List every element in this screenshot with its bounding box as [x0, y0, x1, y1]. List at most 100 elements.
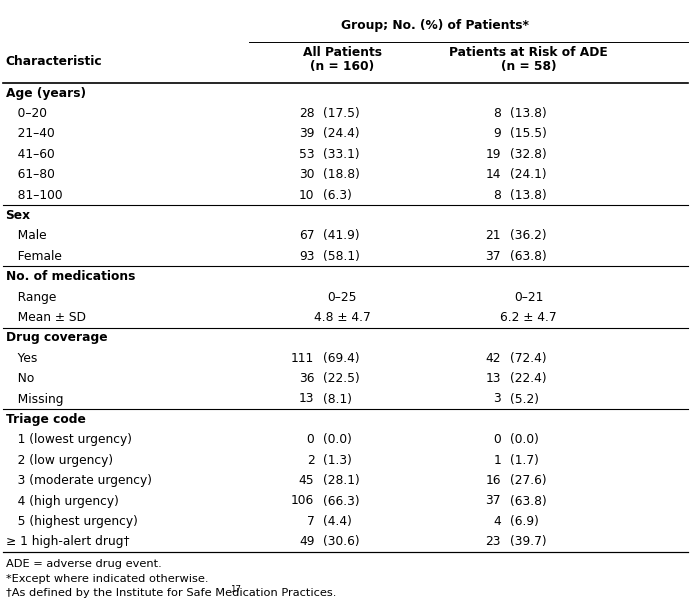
Text: (69.4): (69.4) [323, 352, 360, 365]
Text: (1.3): (1.3) [323, 454, 352, 467]
Text: Female: Female [6, 250, 61, 263]
Text: (17.5): (17.5) [323, 107, 360, 120]
Text: 49: 49 [299, 535, 314, 548]
Text: Age (years): Age (years) [6, 86, 86, 100]
Text: 0–20: 0–20 [6, 107, 46, 120]
Text: Group; No. (%) of Patients*: Group; No. (%) of Patients* [341, 19, 529, 32]
Text: 36: 36 [299, 372, 314, 385]
Text: 61–80: 61–80 [6, 168, 55, 181]
Text: (6.3): (6.3) [323, 188, 352, 202]
Text: 13: 13 [299, 392, 314, 406]
Text: (58.1): (58.1) [323, 250, 360, 263]
Text: (n = 58): (n = 58) [501, 59, 556, 73]
Text: (66.3): (66.3) [323, 494, 360, 508]
Text: 0: 0 [307, 433, 314, 446]
Text: Triage code: Triage code [6, 413, 86, 426]
Text: 28: 28 [299, 107, 314, 120]
Text: (15.5): (15.5) [510, 127, 547, 140]
Text: 106: 106 [291, 494, 314, 508]
Text: 39: 39 [299, 127, 314, 140]
Text: (5.2): (5.2) [510, 392, 539, 406]
Text: (6.9): (6.9) [510, 515, 539, 528]
Text: 0–25: 0–25 [328, 290, 357, 304]
Text: Missing: Missing [6, 392, 63, 406]
Text: Yes: Yes [6, 352, 37, 365]
Text: 1: 1 [493, 454, 501, 467]
Text: (18.8): (18.8) [323, 168, 360, 181]
Text: 4.8 ± 4.7: 4.8 ± 4.7 [314, 311, 370, 324]
Text: 2 (low urgency): 2 (low urgency) [6, 454, 113, 467]
Text: (36.2): (36.2) [510, 229, 547, 242]
Text: (22.4): (22.4) [510, 372, 547, 385]
Text: 0–21: 0–21 [514, 290, 543, 304]
Text: 8: 8 [493, 188, 501, 202]
Text: 4: 4 [493, 515, 501, 528]
Text: 16: 16 [486, 474, 501, 487]
Text: (13.8): (13.8) [510, 188, 547, 202]
Text: 3 (moderate urgency): 3 (moderate urgency) [6, 474, 151, 487]
Text: †As defined by the Institute for Safe Medication Practices.: †As defined by the Institute for Safe Me… [6, 588, 336, 598]
Text: Characteristic: Characteristic [6, 55, 102, 68]
Text: 93: 93 [299, 250, 314, 263]
Text: 8: 8 [493, 107, 501, 120]
Text: 21–40: 21–40 [6, 127, 55, 140]
Text: Male: Male [6, 229, 46, 242]
Text: (24.1): (24.1) [510, 168, 547, 181]
Text: 23: 23 [486, 535, 501, 548]
Text: 0: 0 [493, 433, 501, 446]
Text: 19: 19 [486, 148, 501, 161]
Text: (13.8): (13.8) [510, 107, 547, 120]
Text: Drug coverage: Drug coverage [6, 331, 107, 344]
Text: (39.7): (39.7) [510, 535, 547, 548]
Text: (28.1): (28.1) [323, 474, 360, 487]
Text: 13: 13 [486, 372, 501, 385]
Text: 67: 67 [299, 229, 314, 242]
Text: 37: 37 [486, 494, 501, 508]
Text: (8.1): (8.1) [323, 392, 352, 406]
Text: (33.1): (33.1) [323, 148, 360, 161]
Text: 42: 42 [486, 352, 501, 365]
Text: 4 (high urgency): 4 (high urgency) [6, 494, 118, 508]
Text: 2: 2 [307, 454, 314, 467]
Text: (27.6): (27.6) [510, 474, 547, 487]
Text: Sex: Sex [6, 209, 30, 222]
Text: No. of medications: No. of medications [6, 270, 135, 283]
Text: 14: 14 [486, 168, 501, 181]
Text: 37: 37 [486, 250, 501, 263]
Text: 17: 17 [229, 585, 240, 594]
Text: 3: 3 [493, 392, 501, 406]
Text: ≥ 1 high-alert drug†: ≥ 1 high-alert drug† [6, 535, 129, 548]
Text: 5 (highest urgency): 5 (highest urgency) [6, 515, 138, 528]
Text: (22.5): (22.5) [323, 372, 360, 385]
Text: (n = 160): (n = 160) [310, 59, 374, 73]
Text: 30: 30 [299, 168, 314, 181]
Text: 45: 45 [299, 474, 314, 487]
Text: (4.4): (4.4) [323, 515, 352, 528]
Text: (0.0): (0.0) [510, 433, 539, 446]
Text: 6.2 ± 4.7: 6.2 ± 4.7 [500, 311, 557, 324]
Text: 81–100: 81–100 [6, 188, 62, 202]
Text: *Except where indicated otherwise.: *Except where indicated otherwise. [6, 574, 208, 584]
Text: All Patients: All Patients [303, 46, 381, 59]
Text: 9: 9 [493, 127, 501, 140]
Text: 10: 10 [299, 188, 314, 202]
Text: ADE = adverse drug event.: ADE = adverse drug event. [6, 559, 161, 569]
Text: Mean ± SD: Mean ± SD [6, 311, 86, 324]
Text: (63.8): (63.8) [510, 250, 547, 263]
Text: 41–60: 41–60 [6, 148, 55, 161]
Text: 21: 21 [486, 229, 501, 242]
Text: (32.8): (32.8) [510, 148, 547, 161]
Text: 7: 7 [307, 515, 314, 528]
Text: Patients at Risk of ADE: Patients at Risk of ADE [449, 46, 608, 59]
Text: (1.7): (1.7) [510, 454, 539, 467]
Text: (30.6): (30.6) [323, 535, 360, 548]
Text: Range: Range [6, 290, 56, 304]
Text: (24.4): (24.4) [323, 127, 360, 140]
Text: No: No [6, 372, 34, 385]
Text: (72.4): (72.4) [510, 352, 547, 365]
Text: (63.8): (63.8) [510, 494, 547, 508]
Text: (41.9): (41.9) [323, 229, 360, 242]
Text: 53: 53 [299, 148, 314, 161]
Text: 1 (lowest urgency): 1 (lowest urgency) [6, 433, 131, 446]
Text: (0.0): (0.0) [323, 433, 352, 446]
